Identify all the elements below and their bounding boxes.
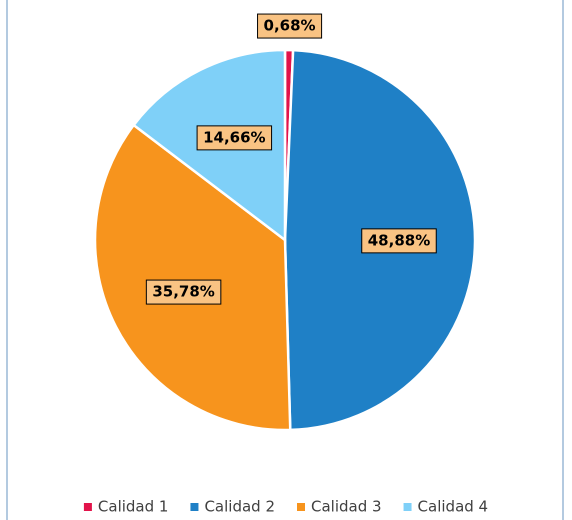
data-label-box (145, 279, 222, 305)
pie-slice (93, 123, 292, 432)
data-label-box (257, 13, 323, 39)
legend-label: Calidad 1 (98, 498, 169, 516)
legend-swatch (297, 503, 305, 511)
data-label: 0,68% (264, 17, 316, 35)
legend-label: Calidad 4 (418, 498, 489, 516)
legend-label: Calidad 2 (204, 498, 275, 516)
data-label-box (361, 228, 437, 254)
data-label-box (196, 125, 273, 151)
legend-swatch (83, 503, 92, 511)
legend-swatch (190, 503, 199, 511)
data-label: 48,88% (368, 231, 430, 249)
legend-label: Calidad 3 (311, 498, 382, 516)
data-label: 14,66% (203, 128, 265, 146)
legend-swatch (403, 503, 412, 511)
data-label: 35,78% (152, 283, 214, 301)
